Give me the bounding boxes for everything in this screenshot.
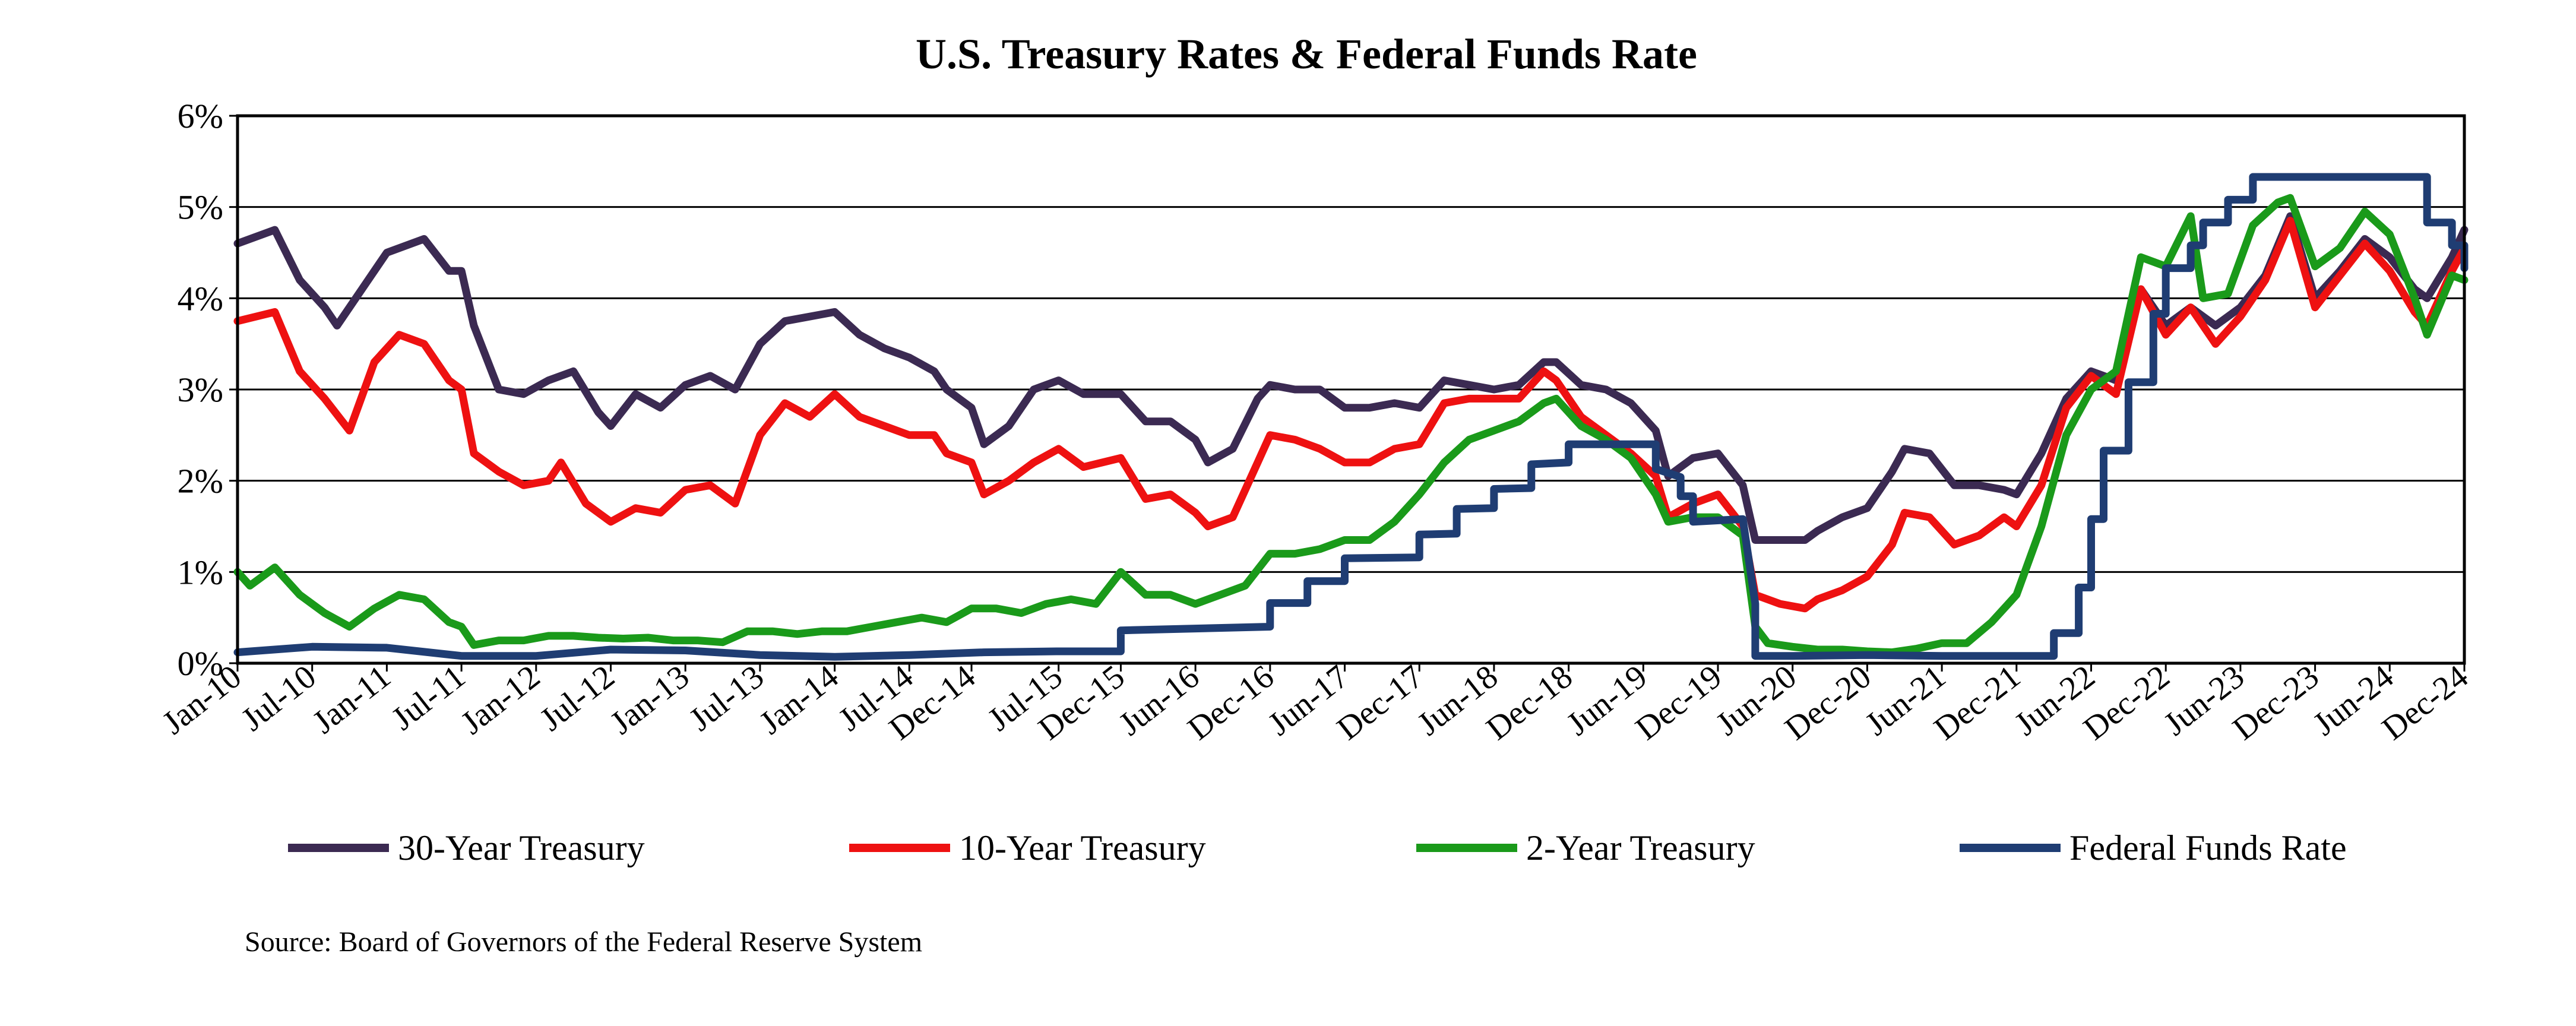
series-lines	[233, 173, 2469, 661]
y-tick-label: 6%	[178, 97, 223, 135]
x-tick-label: Jan-11	[306, 658, 397, 740]
legend-label: 10-Year Treasury	[959, 828, 1206, 867]
legend-label: 30-Year Treasury	[398, 828, 645, 867]
legend-label: 2-Year Treasury	[1526, 828, 1755, 867]
legend: 30-Year Treasury 10-Year Treasury 2-Year T…	[288, 828, 2347, 867]
y-tick-label: 3%	[178, 370, 223, 409]
x-axis-ticks: Jan-10Jul-10Jan-11Jul-11Jan-12Jul-12Jan-…	[156, 658, 2475, 747]
plot-frame	[236, 114, 2466, 665]
y-tick-label: 2%	[178, 462, 223, 501]
series-line	[233, 217, 2469, 613]
y-tick-label: 4%	[178, 279, 223, 318]
chart-title: U.S. Treasury Rates & Federal Funds Rate	[916, 30, 1697, 78]
series-line	[233, 212, 2469, 544]
y-tick-label: 5%	[178, 188, 223, 227]
x-tick-label: Jul-11	[385, 658, 472, 737]
series-line	[233, 194, 2469, 657]
y-tick-label: 0%	[178, 644, 223, 683]
x-tick-label: Jul-12	[533, 658, 621, 738]
y-axis-ticks: 0% 1% 2% 3% 4% 5% 6%	[178, 97, 238, 683]
y-tick-label: 1%	[178, 553, 223, 591]
legend-label: Federal Funds Rate	[2069, 828, 2347, 867]
source-note: Source: Board of Governors of the Federa…	[245, 926, 922, 958]
x-tick-label: Jan-12	[454, 658, 547, 742]
x-tick-label: Jan-13	[603, 658, 696, 742]
x-tick-label: Jul-13	[682, 658, 770, 738]
x-tick-label: Jan-14	[753, 658, 846, 742]
x-tick-label: Jul-10	[235, 658, 322, 738]
series-line	[233, 173, 2469, 661]
